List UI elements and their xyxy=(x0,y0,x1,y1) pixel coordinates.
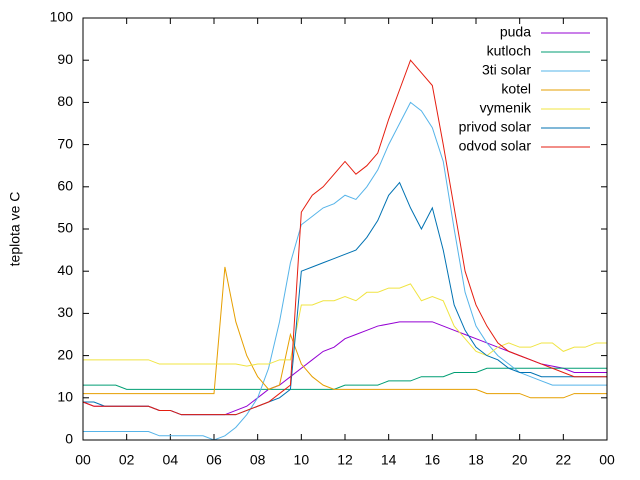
x-tick-label: 08 xyxy=(250,452,266,468)
x-tick-label: 22 xyxy=(556,452,572,468)
plot-border xyxy=(82,17,608,441)
legend-label: odvod solar xyxy=(459,138,532,154)
x-tick-label: 00 xyxy=(599,452,615,468)
y-tick-label: 50 xyxy=(57,220,73,236)
legend-label: puda xyxy=(500,24,531,40)
x-tick-label: 10 xyxy=(294,452,310,468)
x-tick-label: 18 xyxy=(468,452,484,468)
x-tick-label: 14 xyxy=(381,452,397,468)
y-tick-label: 60 xyxy=(57,178,73,194)
y-axis-label: teplota ve C xyxy=(7,192,23,267)
series-line xyxy=(83,181,607,416)
x-tick-label: 20 xyxy=(512,452,528,468)
series-line xyxy=(82,59,607,416)
legend-label: kutloch xyxy=(487,43,531,59)
y-tick-label: 10 xyxy=(57,389,73,405)
x-tick-label: 02 xyxy=(119,452,135,468)
x-tick-label: 12 xyxy=(337,452,353,468)
legend-label: vymenik xyxy=(480,100,532,116)
x-tick-label: 04 xyxy=(163,452,179,468)
x-tick-label: 16 xyxy=(425,452,441,468)
y-tick-label: 90 xyxy=(57,51,73,67)
y-tick-label: 0 xyxy=(65,431,73,447)
y-tick-label: 100 xyxy=(50,9,74,25)
legend-label: 3ti solar xyxy=(482,62,531,78)
y-tick-label: 40 xyxy=(57,262,73,278)
series-line xyxy=(83,283,607,367)
y-tick-label: 30 xyxy=(57,304,73,320)
legend-label: privod solar xyxy=(459,119,532,135)
series-line xyxy=(83,367,607,390)
x-tick-label: 06 xyxy=(206,452,222,468)
y-tick-label: 20 xyxy=(57,346,73,362)
y-tick-label: 80 xyxy=(57,93,73,109)
series-line xyxy=(83,266,607,399)
x-tick-label: 00 xyxy=(75,452,91,468)
y-tick-label: 70 xyxy=(57,135,73,151)
legend-label: kotel xyxy=(501,81,531,97)
